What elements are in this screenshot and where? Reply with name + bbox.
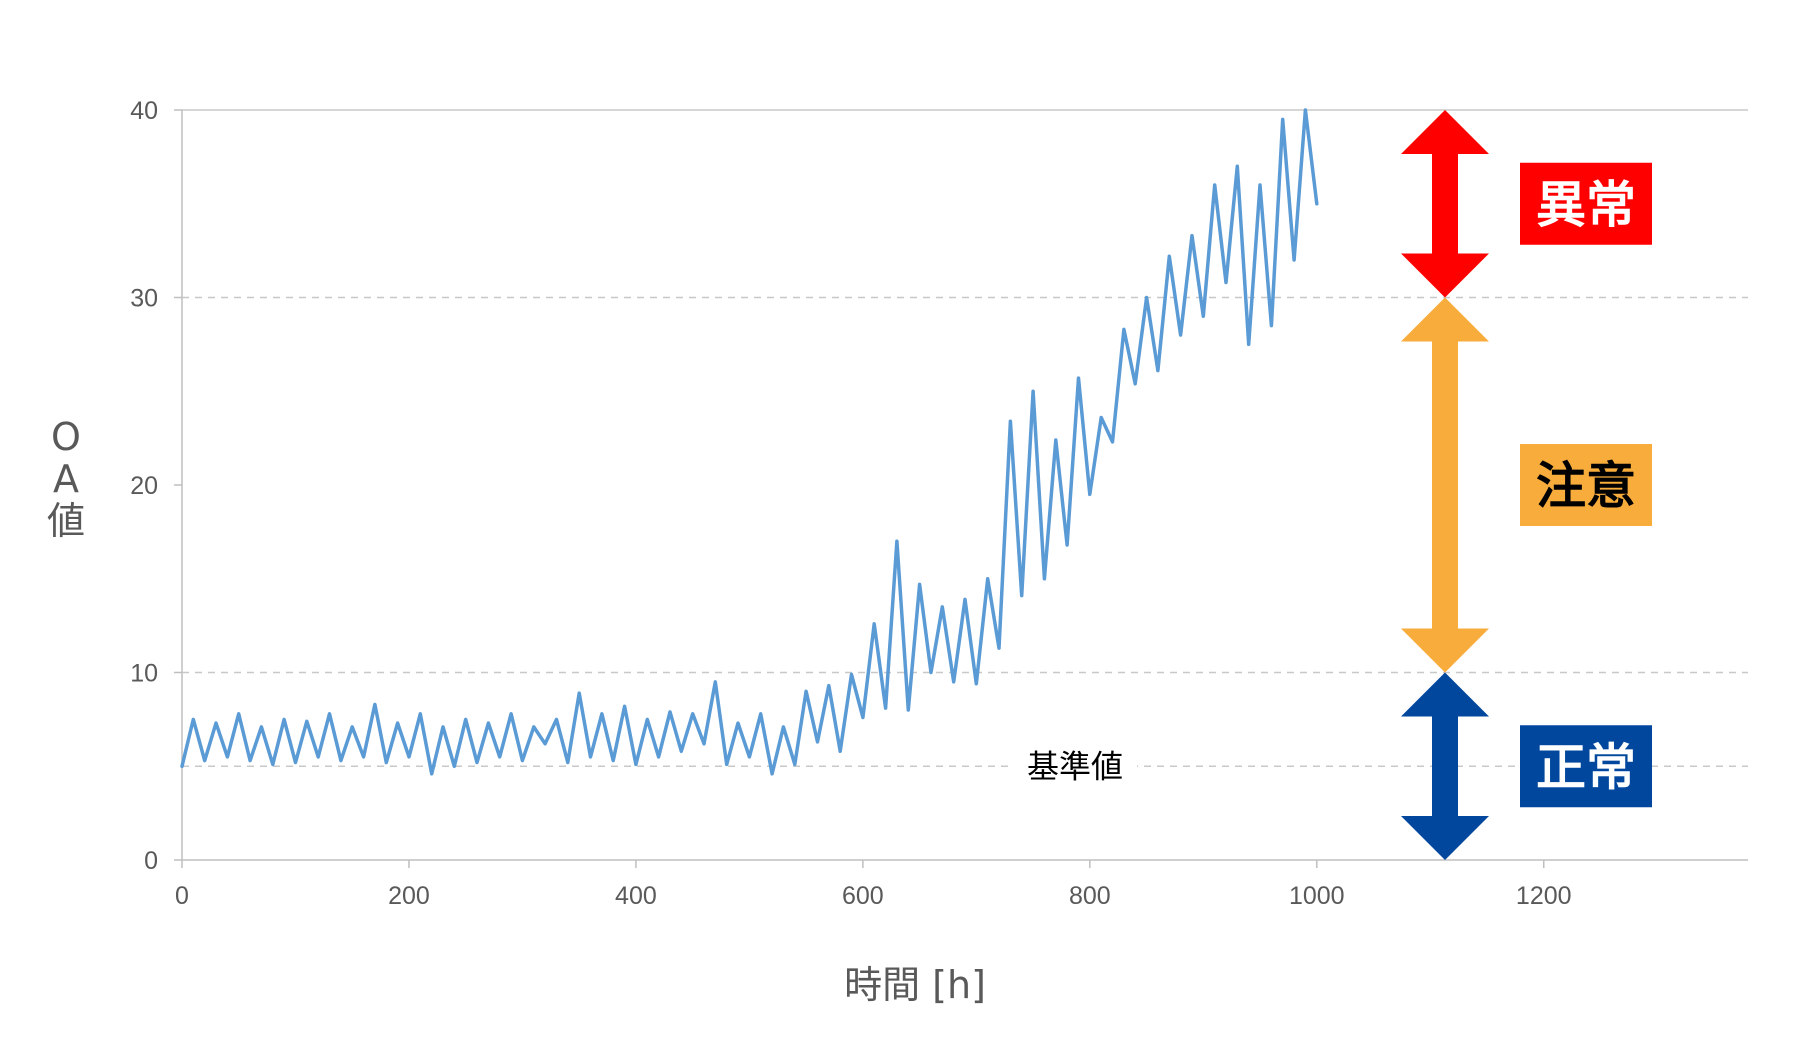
x-tick-label: 200 (388, 882, 430, 910)
y-tick-label: 30 (130, 285, 158, 313)
zone-badge-0 (1520, 162, 1652, 245)
x-axis-title: 時間 [h] (844, 963, 986, 1007)
y-tick-label: 0 (144, 847, 158, 875)
zone-label-0: 異常 (1536, 176, 1636, 234)
x-tick-label: 600 (842, 882, 884, 910)
baseline-label-bg (1013, 742, 1137, 789)
y-tick-label: 40 (130, 97, 158, 125)
y-tick-label: 10 (130, 660, 158, 688)
y-axis-title-char: O (51, 415, 81, 459)
data-series (180, 108, 1319, 776)
x-tick-label: 400 (615, 882, 657, 910)
zone-arrow-2 (1401, 672, 1489, 860)
zone-label-2: 正常 (1536, 738, 1636, 796)
series-line-0 (180, 108, 1319, 776)
zone-label-1: 注意 (1536, 457, 1636, 515)
x-tick-label: 1000 (1289, 882, 1345, 910)
x-tick-label: 1200 (1516, 882, 1572, 910)
zone-badge-2 (1520, 725, 1652, 808)
zone-arrow-1 (1401, 297, 1489, 673)
y-axis-title-char: 値 (47, 499, 85, 543)
x-tick-label: 0 (175, 882, 189, 910)
axes (174, 109, 1748, 868)
baseline-label: 基準値 (1027, 747, 1123, 785)
axis-titles: 時間 [h] OA値 (47, 415, 986, 1007)
y-axis-title-char: A (53, 457, 79, 501)
zone-badge-1 (1520, 444, 1652, 526)
grid-lines: 基準値 (182, 109, 1748, 789)
x-tick-label: 800 (1069, 882, 1111, 910)
zone-arrow-0 (1401, 110, 1489, 298)
y-tick-label: 20 (130, 472, 158, 500)
